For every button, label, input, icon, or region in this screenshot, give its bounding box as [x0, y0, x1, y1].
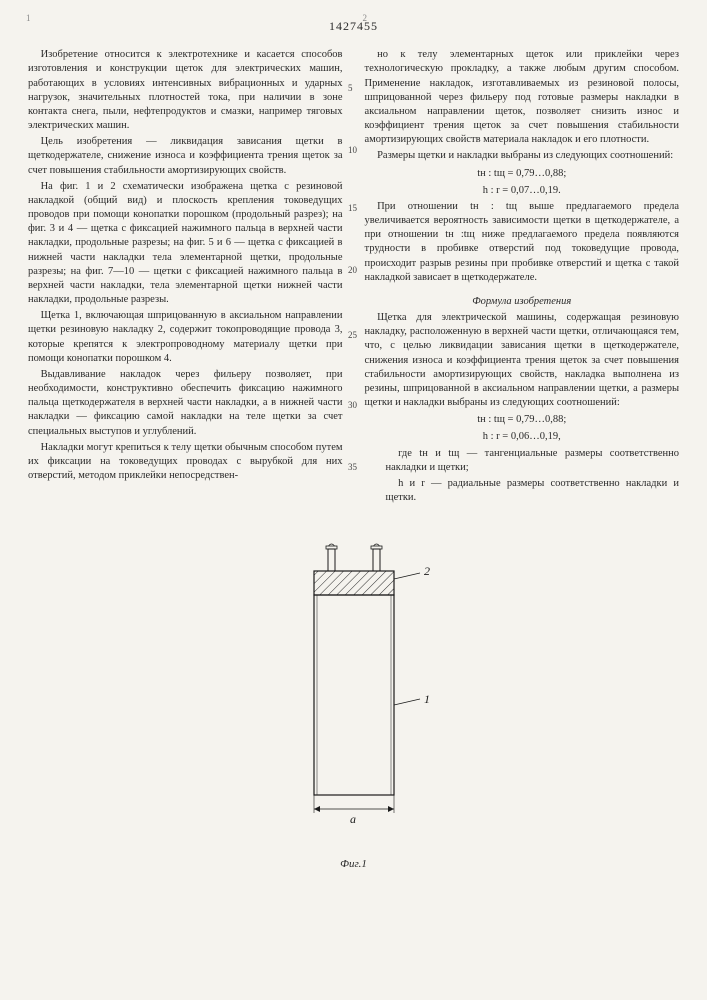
- where-line: h и r — радиальные размеры соответственн…: [365, 477, 680, 505]
- paragraph: Цель изобретения — ликвидация зависания …: [28, 135, 343, 178]
- claim-paragraph: Щетка для электрической машины, содержащ…: [365, 311, 680, 410]
- paragraph: Изобретение относится к электротехнике и…: [28, 48, 343, 133]
- left-column: Изобретение относится к электротехнике и…: [28, 48, 343, 507]
- paragraph: Щетка 1, включающая шприцованную в аксиа…: [28, 309, 343, 366]
- line-marker: 5: [348, 82, 357, 94]
- document-number: 1427455: [28, 18, 679, 34]
- formula-title: Формула изобретения: [365, 295, 680, 309]
- paragraph: Размеры щетки и накладки выбраны из след…: [365, 149, 680, 163]
- paragraph: На фиг. 1 и 2 схематически изображена ще…: [28, 180, 343, 308]
- line-number-gutter: 5 10 15 20 25 30 35: [348, 50, 357, 473]
- paragraph: но к телу элементарных щеток или приклей…: [365, 48, 680, 147]
- line-marker: 20: [348, 264, 357, 276]
- ratio-line: tн : tщ = 0,79…0,88;: [365, 167, 680, 181]
- right-column: но к телу элементарных щеток или приклей…: [365, 48, 680, 507]
- svg-text:1: 1: [424, 692, 430, 706]
- ratio-line: h : r = 0,06…0,19,: [365, 430, 680, 444]
- line-marker: 30: [348, 399, 357, 411]
- line-marker: 35: [348, 461, 357, 473]
- paragraph: При отношении tн : tщ выше предлагаемого…: [365, 200, 680, 285]
- svg-text:a: a: [350, 812, 356, 826]
- svg-text:2: 2: [424, 564, 430, 578]
- line-marker: 15: [348, 202, 357, 214]
- ratio-line: tн : tщ = 0,79…0,88;: [365, 413, 680, 427]
- ratio-line: h : r = 0,07…0,19.: [365, 184, 680, 198]
- line-marker: 25: [348, 329, 357, 341]
- paragraph: Выдавливание накладок через фильеру позв…: [28, 368, 343, 439]
- line-marker: 10: [348, 144, 357, 156]
- paragraph: Накладки могут крепиться к телу щетки об…: [28, 441, 343, 484]
- page-number-right: 2: [363, 12, 368, 24]
- figure-1: 2 1 a Фиг.1: [28, 535, 679, 871]
- figure-drawing: 2 1 a: [269, 535, 439, 850]
- where-line: где tн и tщ — тангенциальные размеры соо…: [365, 447, 680, 475]
- figure-caption: Фиг.1: [28, 857, 679, 872]
- page-number-left: 1: [26, 12, 31, 24]
